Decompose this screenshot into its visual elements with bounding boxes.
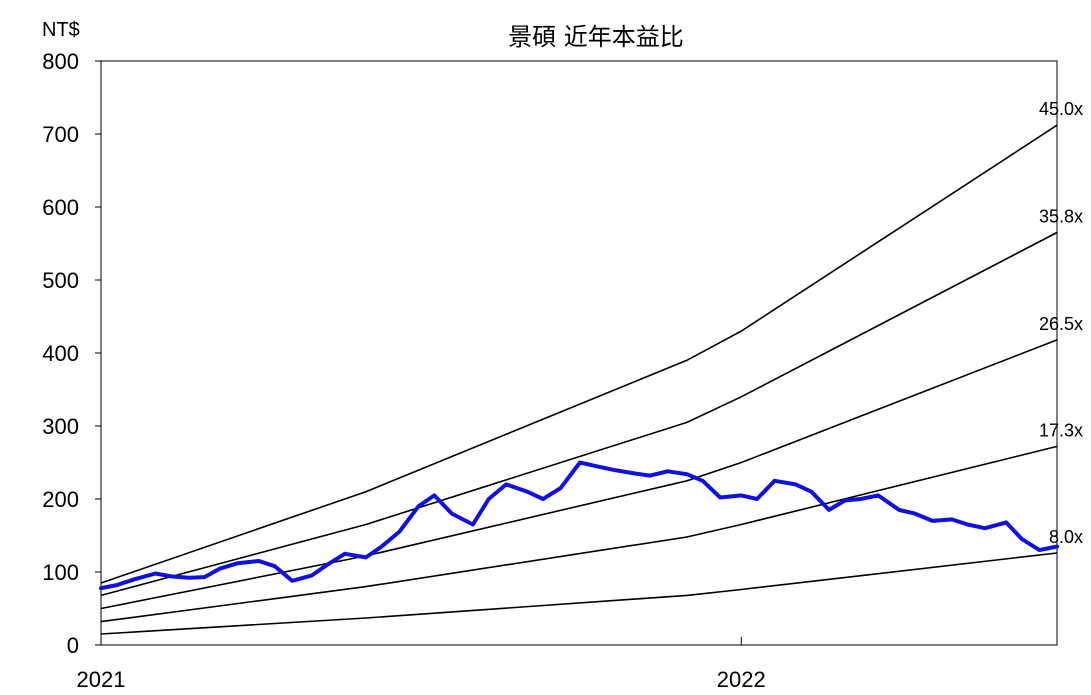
pe-band-label: 35.8x: [1039, 207, 1083, 227]
y-tick-label: 300: [42, 414, 79, 439]
x-tick-label: 2021: [77, 667, 126, 692]
pe-band-line: [100, 339, 1058, 610]
y-tick-label: 400: [42, 341, 79, 366]
pe-band-labels: 45.0x 35.8x 26.5x 17.3x 8.0x: [1039, 99, 1083, 547]
y-axis-unit-label: NT$: [42, 19, 80, 41]
price-line: [99, 460, 1059, 591]
y-tick-label: 0: [67, 633, 79, 658]
y-tick-label: 200: [42, 487, 79, 512]
pe-band-label: 26.5x: [1039, 314, 1083, 334]
pe-band-label: 17.3x: [1039, 420, 1083, 440]
pe-band-line: [100, 552, 1058, 635]
x-tick-label: 2022: [717, 667, 766, 692]
price-line-group: [99, 460, 1059, 591]
pe-band-label: 45.0x: [1039, 99, 1083, 119]
pe-band-line: [100, 124, 1058, 584]
y-tick-label: 700: [42, 122, 79, 147]
y-tick-label: 500: [42, 268, 79, 293]
y-tick-label: 800: [42, 49, 79, 74]
pe-band-label: 8.0x: [1049, 527, 1083, 547]
pe-band-line: [100, 231, 1058, 597]
y-tick-label: 600: [42, 195, 79, 220]
x-axis: 2021 2022: [77, 637, 766, 692]
chart-title: 景碩 近年本益比: [508, 23, 684, 51]
pe-band-lines: [100, 124, 1058, 635]
y-axis: 0 100 200 300 400 500 600 700 800: [42, 49, 101, 658]
y-tick-label: 100: [42, 560, 79, 585]
